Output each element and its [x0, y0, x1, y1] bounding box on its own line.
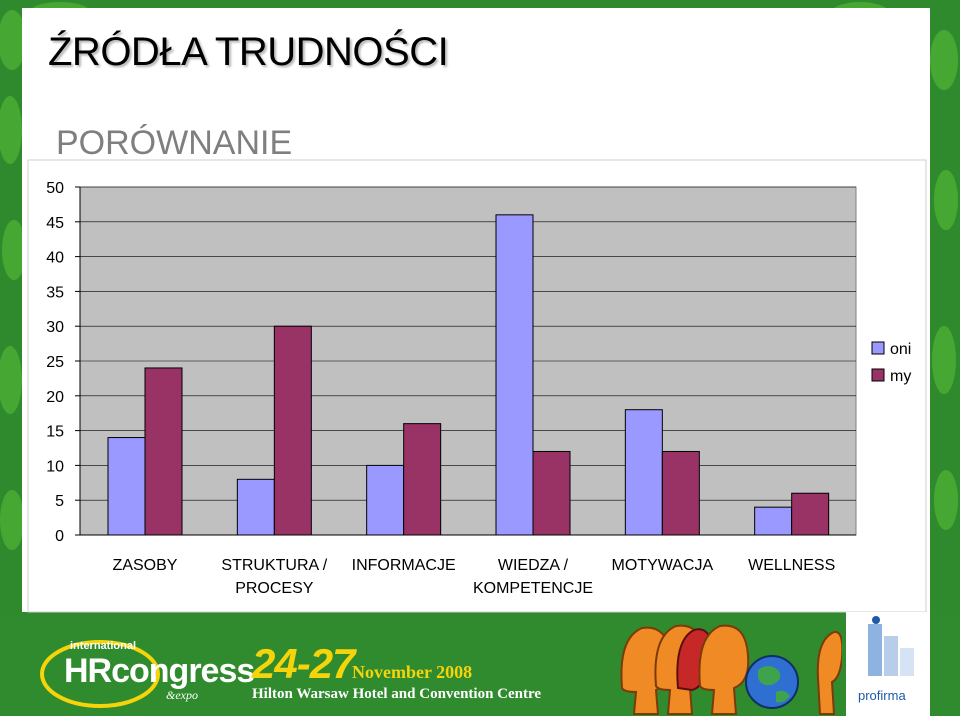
- bar-my-4: [661, 450, 700, 536]
- bar-my-2: [403, 423, 442, 536]
- bar-oni-3: [495, 214, 534, 536]
- slide-title: ŹRÓDŁA TRUDNOŚCI: [48, 30, 449, 74]
- y-tick-label: 20: [46, 389, 64, 406]
- bar-my-1: [273, 325, 312, 536]
- y-tick-label: 10: [46, 458, 64, 475]
- bar-my-5: [791, 492, 830, 536]
- y-tick-label: 50: [46, 180, 64, 197]
- legend-swatch-oni: [871, 341, 885, 355]
- x-category-label: ZASOBY: [113, 557, 178, 574]
- x-category-label: KOMPETENCJE: [473, 580, 593, 597]
- y-tick-label: 45: [46, 215, 64, 232]
- legend-label-oni: oni: [890, 341, 911, 358]
- bar-oni-2: [366, 464, 405, 536]
- cartoon-heads-icon: [620, 624, 842, 715]
- bar-oni-5: [754, 506, 793, 536]
- hr-congress-name: HRcongress: [64, 652, 255, 690]
- x-category-label: PROCESY: [235, 580, 314, 597]
- footer-banner: [0, 614, 960, 716]
- profirma-wordmark: profirma: [858, 688, 906, 703]
- bar-oni-4: [624, 409, 663, 536]
- bar-oni-1: [236, 478, 275, 536]
- event-dates: 24-27: [252, 640, 355, 687]
- y-tick-label: 0: [55, 528, 64, 545]
- x-category-label: INFORMACJE: [352, 557, 456, 574]
- profirma-building-icon: [868, 616, 914, 676]
- event-month: November 2008: [352, 662, 473, 682]
- x-category-label: MOTYWACJA: [612, 557, 714, 574]
- event-venue: Hilton Warsaw Hotel and Convention Centr…: [252, 686, 542, 702]
- hr-congress-expo: &expo: [166, 688, 198, 702]
- x-category-label: STRUKTURA /: [221, 557, 327, 574]
- bar-my-3: [532, 450, 571, 536]
- bar-oni-0: [107, 437, 146, 536]
- y-tick-label: 5: [55, 493, 64, 510]
- profirma-logo: [846, 612, 930, 716]
- y-tick-label: 15: [46, 424, 64, 441]
- bar-my-0: [144, 367, 183, 536]
- y-tick-label: 25: [46, 354, 64, 371]
- x-category-label: WIEDZA /: [498, 557, 569, 574]
- chart-title: PORÓWNANIE: [56, 124, 293, 162]
- legend-label-my: my: [890, 368, 911, 385]
- y-tick-label: 40: [46, 250, 64, 267]
- hr-congress-logo-shape: [40, 640, 160, 708]
- y-tick-label: 30: [46, 319, 64, 336]
- y-tick-label: 35: [46, 284, 64, 301]
- hr-congress-international: international: [70, 640, 137, 652]
- legend-swatch-my: [871, 368, 885, 382]
- x-category-label: WELLNESS: [748, 557, 835, 574]
